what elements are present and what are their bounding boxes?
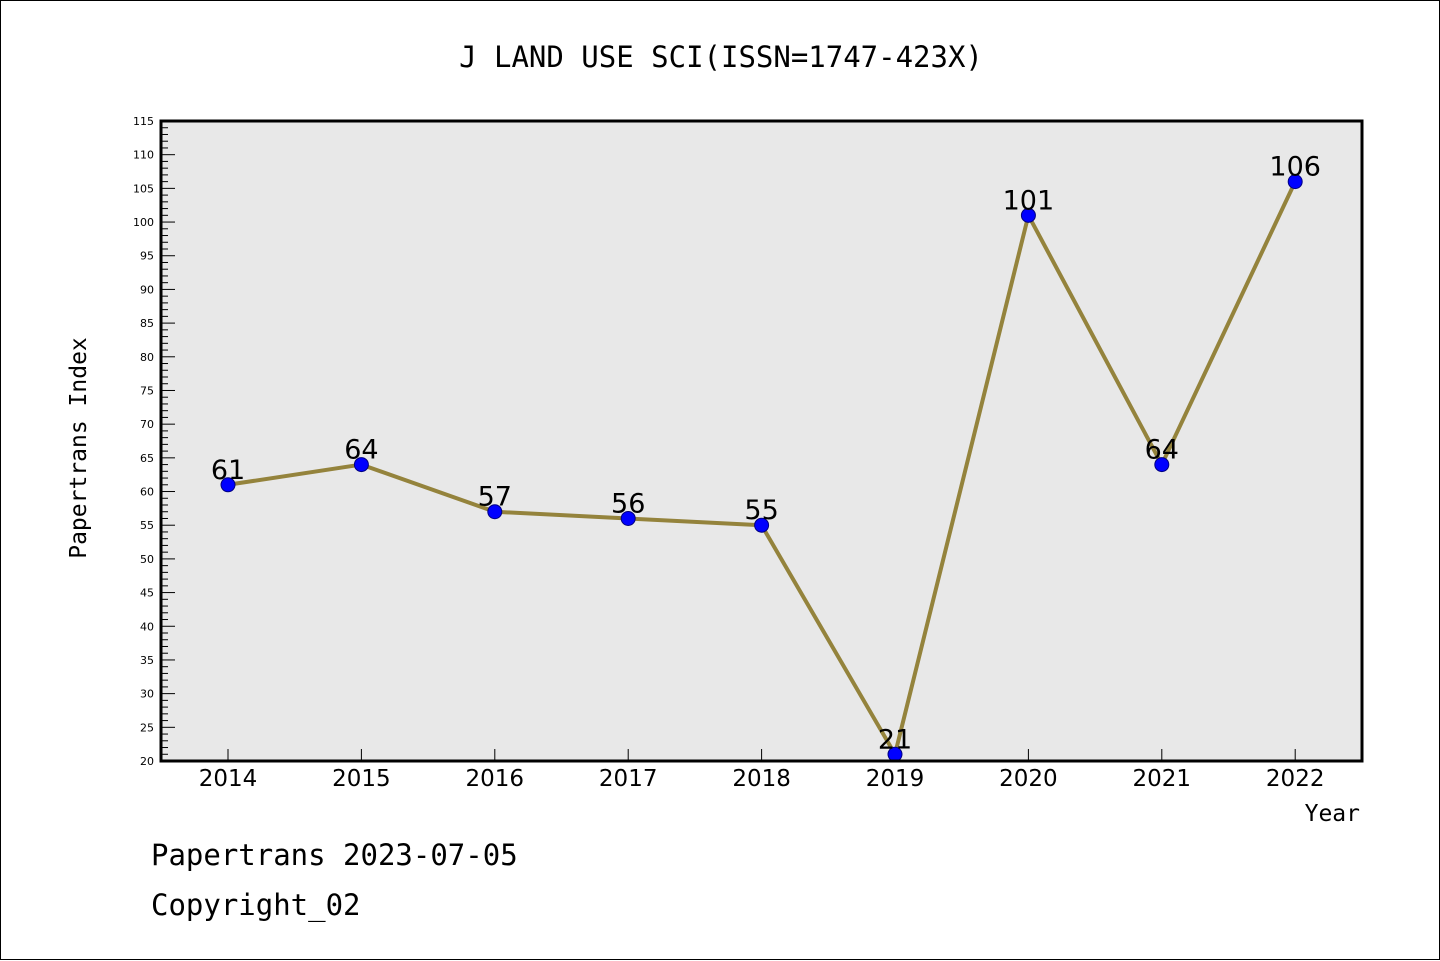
- x-tick-label: 2015: [332, 766, 391, 792]
- data-label: 64: [1145, 435, 1179, 466]
- x-tick-label: 2018: [732, 766, 791, 792]
- data-label: 55: [744, 495, 778, 526]
- y-tick-label: 30: [140, 688, 154, 701]
- data-label: 56: [611, 488, 645, 519]
- y-tick-label: 55: [140, 519, 154, 532]
- chart-title: J LAND USE SCI(ISSN=1747-423X): [459, 40, 983, 74]
- y-tick-label: 95: [140, 250, 154, 263]
- data-label: 101: [1003, 185, 1055, 216]
- y-axis-ticks: 20 25 30 35 40 45 50 55 60 65 70 75 80 85 90 95 100 105 11…: [133, 115, 175, 768]
- y-tick-label: 20: [140, 755, 154, 768]
- y-tick-label: 110: [133, 149, 154, 162]
- y-tick-label: 85: [140, 317, 154, 330]
- y-tick-label: 25: [140, 721, 154, 734]
- data-point-marker: [487, 504, 503, 520]
- y-tick-label: 65: [140, 452, 154, 465]
- y-tick-label: 45: [140, 587, 154, 600]
- y-tick-label: 40: [140, 620, 154, 633]
- y-tick-label: 70: [140, 418, 154, 431]
- y-axis-label: Papertrans Index: [66, 337, 92, 559]
- data-point-marker: [1154, 457, 1170, 473]
- x-tick-label: 2016: [466, 766, 525, 792]
- data-point-marker: [1287, 174, 1303, 190]
- plot-area: [161, 121, 1362, 761]
- y-tick-label: 75: [140, 384, 154, 397]
- x-tick-label: 2022: [1266, 766, 1325, 792]
- y-tick-label: 100: [133, 216, 154, 229]
- x-axis-label: Year: [1305, 801, 1360, 827]
- x-tick-label: 2021: [1133, 766, 1192, 792]
- y-tick-label: 35: [140, 654, 154, 667]
- data-label: 57: [478, 482, 512, 513]
- x-tick-label: 2019: [866, 766, 925, 792]
- y-tick-label: 90: [140, 283, 154, 296]
- y-tick-label: 50: [140, 553, 154, 566]
- y-tick-label: 60: [140, 486, 154, 499]
- y-tick-label: 80: [140, 351, 154, 364]
- data-point-marker: [620, 510, 636, 526]
- data-label: 64: [344, 435, 378, 466]
- data-point-marker: [754, 517, 770, 533]
- series-layer: 61 64 57 56 55 21 101 64 106: [211, 152, 1321, 762]
- plot-border: [159, 119, 1364, 763]
- footer-date-line: Papertrans 2023-07-05: [151, 838, 518, 872]
- data-point-marker: [1020, 207, 1036, 223]
- data-label: 61: [211, 455, 245, 486]
- footer-copyright-line: Copyright_02: [151, 888, 361, 923]
- x-tick-label: 2017: [599, 766, 658, 792]
- y-tick-label: 115: [133, 115, 154, 128]
- data-point-marker: [220, 477, 236, 493]
- data-label: 106: [1269, 152, 1321, 183]
- data-point-marker: [353, 457, 369, 473]
- data-label: 21: [878, 724, 912, 755]
- x-axis-ticks: 2014 2015 2016 2017 2018 2019 2020 2021 2022: [199, 749, 1325, 792]
- y-tick-label: 105: [133, 182, 154, 195]
- x-tick-label: 2014: [199, 766, 258, 792]
- x-tick-label: 2020: [999, 766, 1058, 792]
